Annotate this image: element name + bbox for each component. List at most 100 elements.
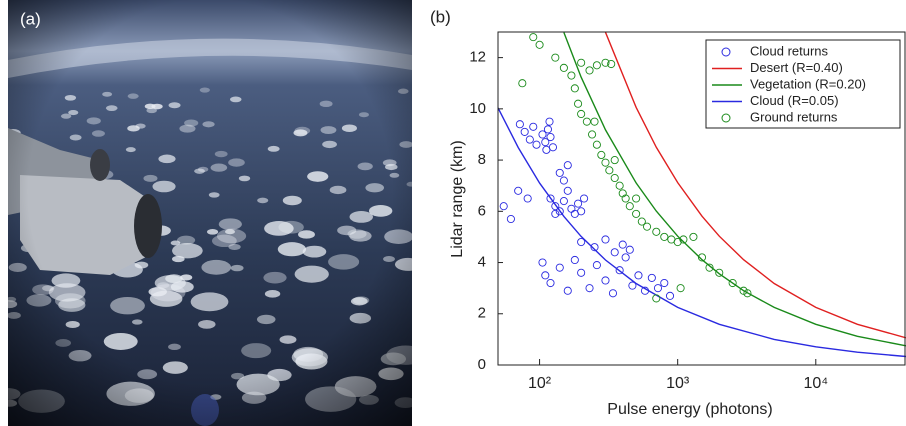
point [610,248,619,257]
point [559,63,568,72]
legend-marker [721,47,731,57]
point [546,132,555,142]
point [588,130,597,139]
y-tick-label: 10 [469,100,486,117]
point [570,84,579,93]
point [551,53,560,62]
legend-label: Ground returns [750,109,838,124]
legend-label: Vegetation (R=0.20) [750,76,866,91]
point [615,266,624,275]
point [529,122,538,131]
point [577,109,586,119]
point [689,232,698,241]
point [652,227,661,236]
y-tick-label: 6 [478,202,486,219]
point [506,214,515,224]
point [653,284,663,293]
legend-marker [721,113,731,123]
point [705,263,714,272]
point [520,127,529,136]
point [715,268,724,277]
point [548,143,558,152]
point [660,278,669,288]
x-axis-label: Pulse energy (photons) [607,401,772,418]
point [551,202,560,211]
x-tick-label: 10⁴ [803,375,828,392]
point [621,253,630,262]
point [632,209,641,218]
photo: (a) [8,0,412,426]
point [577,237,586,247]
point [728,278,737,288]
legend-label: Cloud returns [750,43,829,58]
legend-label: Cloud (R=0.05) [750,93,839,108]
point [577,58,586,67]
point [601,158,610,167]
point [592,140,601,149]
point [625,245,634,254]
x-tick-label: 10³ [666,375,690,392]
curve [604,32,906,339]
point [665,291,675,300]
point [563,161,572,170]
point [610,156,619,165]
panel-label: (a) [20,9,41,28]
point [529,33,538,42]
point [518,79,527,88]
point [582,117,591,126]
point [555,168,564,177]
point [577,207,586,216]
y-tick-label: 8 [478,151,486,168]
point [597,150,606,160]
point [632,194,641,203]
point [546,194,555,203]
point [637,217,646,226]
point [621,194,630,203]
point [541,138,550,147]
point [574,199,583,208]
point [618,240,627,249]
point [559,176,568,185]
point [642,222,652,231]
point [563,286,572,295]
point [634,271,643,280]
point [605,166,614,175]
point [532,140,541,149]
curve [563,32,906,347]
point [525,135,534,144]
legend-label: Desert (R=0.40) [750,60,843,75]
point [580,194,589,203]
point [523,194,532,203]
point [515,120,524,129]
point [563,186,572,195]
point [551,209,560,218]
point [538,130,547,139]
point [592,261,601,270]
point [541,271,550,280]
point [585,66,594,75]
point [652,294,661,303]
y-tick-label: 4 [478,254,486,271]
point [608,289,618,298]
chart-title: (b) [430,7,451,26]
curve [498,107,906,358]
point [679,235,688,244]
point [697,253,707,262]
point [743,289,752,298]
point [570,255,579,265]
point [567,71,576,80]
point [590,243,599,252]
point [625,202,634,211]
y-axis-label: Lidar range (km) [449,140,466,257]
point [499,202,508,211]
y-tick-label: 12 [469,49,486,66]
point [546,278,555,288]
point [545,117,554,126]
point [607,59,616,69]
point [601,235,610,244]
point [660,232,669,241]
point [592,61,601,70]
y-tick-label: 0 [478,356,486,373]
y-tick-label: 2 [478,305,486,322]
point [673,237,682,247]
